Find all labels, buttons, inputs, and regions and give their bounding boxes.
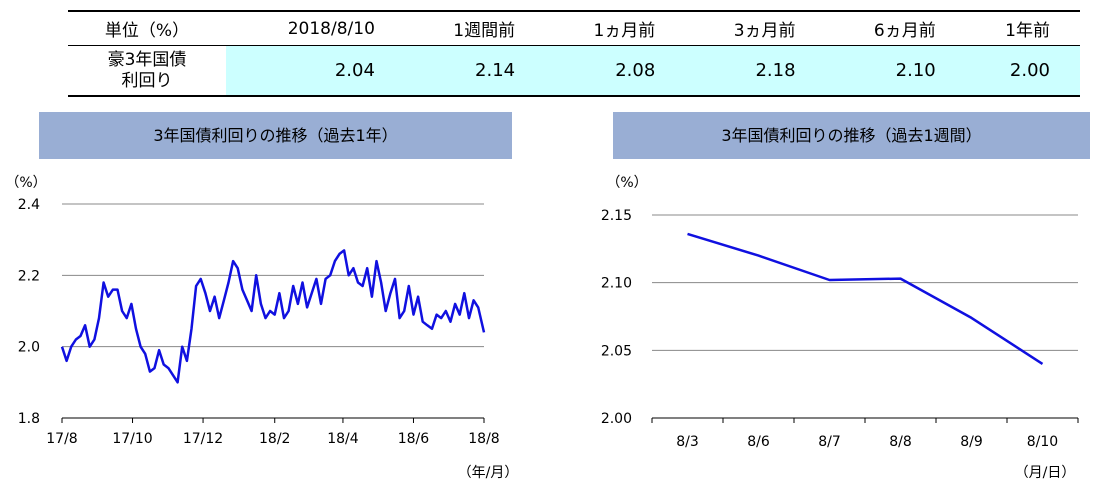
x-tick-label: 8/6	[747, 434, 770, 450]
value-current: 2.04	[226, 45, 405, 97]
x-tick-label: 8/3	[676, 434, 699, 450]
y-axis-unit: （%）	[606, 175, 647, 191]
value-6-months-ago: 2.10	[825, 45, 966, 97]
chart-title-1year: 3年国債利回りの推移（過去1年）	[39, 112, 512, 159]
y-tick-label: 2.10	[601, 276, 632, 292]
row-label-line-2: 利回り	[121, 70, 173, 91]
x-tick-label: 17/8	[46, 431, 77, 447]
x-tick-label: 8/10	[1027, 434, 1058, 450]
summary-table: 単位（%） 2018/8/10 1週間前 1ヵ月前 3ヵ月前 6ヵ月前 1年前 …	[68, 10, 1080, 97]
summary-header-row: 単位（%） 2018/8/10 1週間前 1ヵ月前 3ヵ月前 6ヵ月前 1年前	[68, 10, 1080, 46]
y-tick-label: 2.0	[18, 340, 40, 356]
y-tick-label: 2.4	[18, 197, 40, 213]
yield-line-1year	[60, 249, 486, 384]
header-3-months-ago: 3ヵ月前	[685, 10, 826, 46]
x-tick-label: 18/4	[327, 431, 359, 447]
x-tick-label: 18/8	[468, 431, 499, 447]
x-tick-label: 17/12	[183, 431, 223, 447]
x-axis-unit: （年/月）	[458, 465, 519, 481]
y-axis-unit: （%）	[5, 175, 46, 191]
x-tick-label: 8/8	[889, 434, 912, 450]
header-1-month-ago: 1ヵ月前	[545, 10, 686, 46]
y-tick-label: 2.15	[601, 208, 632, 224]
x-tick-label: 8/7	[818, 434, 841, 450]
y-tick-label: 2.2	[18, 268, 40, 284]
x-tick-label: 18/2	[259, 431, 290, 447]
header-current-date: 2018/8/10	[226, 10, 405, 46]
chart-1year: 1.8 2.0 2.2 2.4 17/8 17/10 17/12 18/2 18/4 18/6 18…	[5, 175, 519, 481]
header-1-week-ago: 1週間前	[404, 10, 546, 46]
value-3-months-ago: 2.18	[685, 45, 826, 97]
unit-header: 単位（%）	[68, 10, 226, 46]
value-1-month-ago: 2.08	[545, 45, 686, 97]
x-tick-label: 18/6	[398, 431, 430, 447]
y-tick-label: 1.8	[18, 411, 40, 427]
row-label: 豪3年国債 利回り	[68, 45, 226, 97]
yield-line-1week	[687, 232, 1044, 365]
y-tick-label: 2.00	[601, 411, 632, 427]
y-tick-label: 2.05	[601, 343, 632, 359]
header-1-year-ago: 1年前	[965, 10, 1080, 46]
chart-title-1week: 3年国債利回りの推移（過去1週間）	[613, 112, 1090, 159]
x-axis-unit: （月/日）	[1015, 465, 1076, 481]
x-tick-label: 8/9	[960, 434, 983, 450]
x-tick-label: 17/10	[112, 431, 152, 447]
header-6-months-ago: 6ヵ月前	[825, 10, 966, 46]
summary-values-row: 豪3年国債 利回り 2.04 2.14 2.08 2.18 2.10 2.00	[68, 45, 1080, 97]
row-label-line-1: 豪3年国債	[107, 49, 187, 70]
value-1-year-ago: 2.00	[965, 45, 1080, 97]
value-1-week-ago: 2.14	[404, 45, 546, 97]
